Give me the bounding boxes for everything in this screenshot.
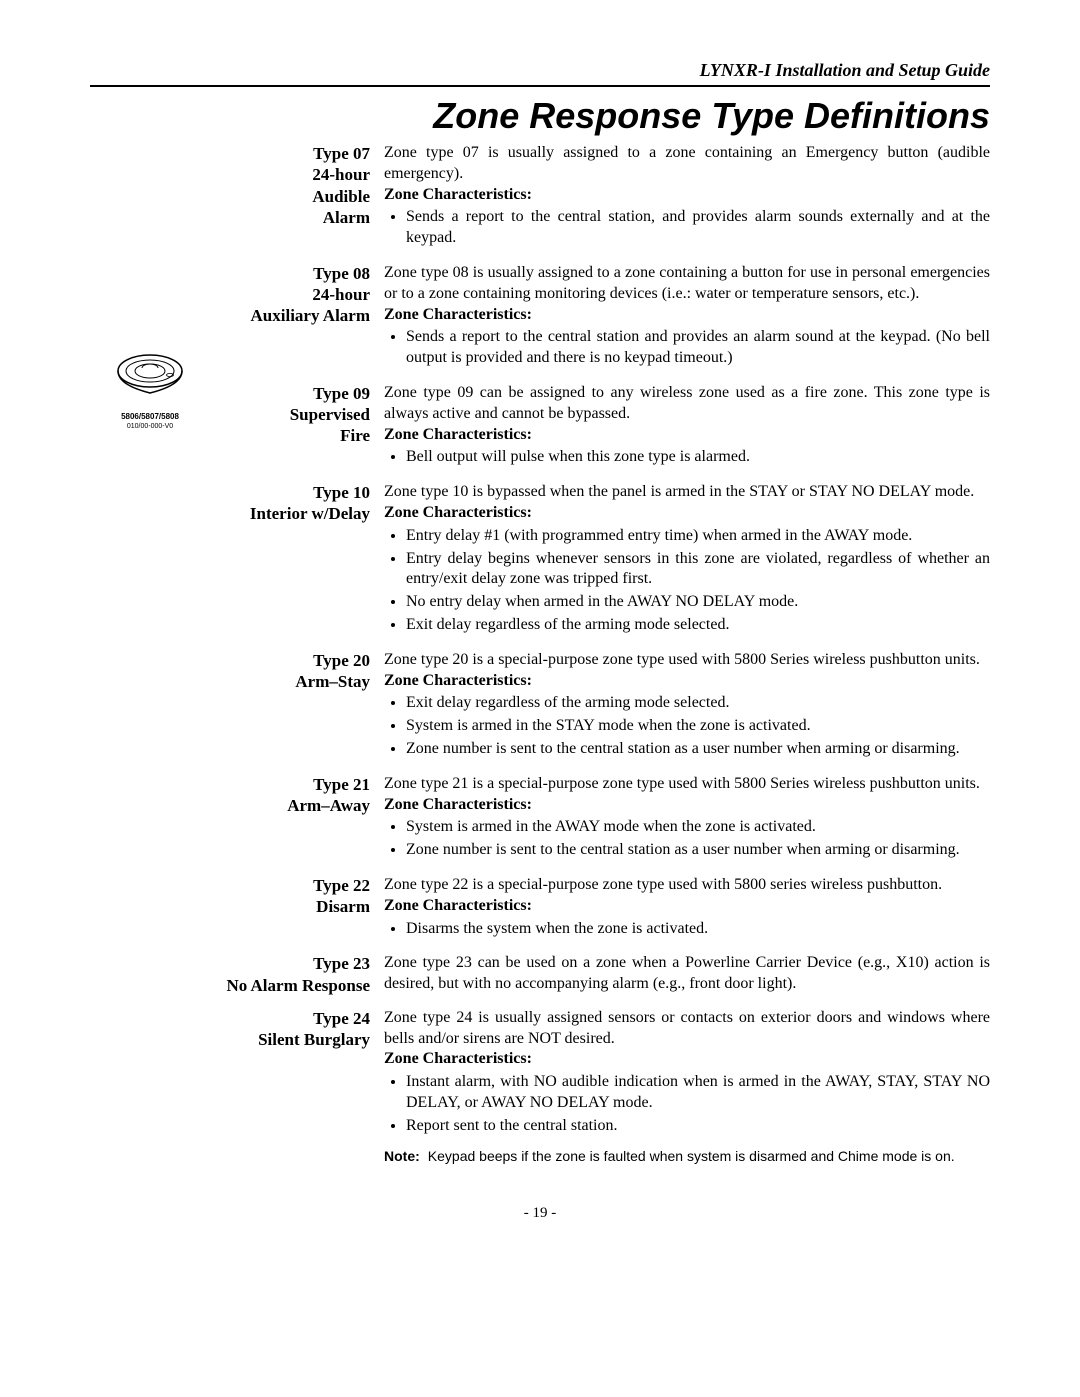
zone-characteristics-item: System is armed in the STAY mode when th… xyxy=(406,716,990,737)
zone-intro-text: Zone type 08 is usually assigned to a zo… xyxy=(384,263,990,305)
zone-characteristics-item: Bell output will pulse when this zone ty… xyxy=(406,447,990,468)
note-label: Note: xyxy=(384,1147,428,1165)
zone-intro-text: Zone type 23 can be used on a zone when … xyxy=(384,953,990,995)
zone-type-body: Zone type 24 is usually assigned sensors… xyxy=(384,1008,990,1165)
zone-characteristics-heading: Zone Characteristics: xyxy=(384,503,990,524)
zone-type-body: Zone type 21 is a special-purpose zone t… xyxy=(384,774,990,863)
zone-type-section: Type 09SupervisedFireZone type 09 can be… xyxy=(210,383,990,470)
zone-type-label: Type 10Interior w/Delay xyxy=(210,482,384,525)
zone-characteristics-heading: Zone Characteristics: xyxy=(384,1049,990,1070)
zone-type-section: Type 0824-hourAuxiliary AlarmZone type 0… xyxy=(210,263,990,371)
zone-intro-text: Zone type 22 is a special-purpose zone t… xyxy=(384,875,990,896)
zone-type-section: Type 21Arm–AwayZone type 21 is a special… xyxy=(210,774,990,863)
zone-characteristics-heading: Zone Characteristics: xyxy=(384,305,990,326)
zone-intro-text: Zone type 20 is a special-purpose zone t… xyxy=(384,650,990,671)
page-title: Zone Response Type Definitions xyxy=(90,95,990,137)
zone-type-body: Zone type 07 is usually assigned to a zo… xyxy=(384,143,990,251)
zone-type-body: Zone type 09 can be assigned to any wire… xyxy=(384,383,990,470)
zone-type-body: Zone type 23 can be used on a zone when … xyxy=(384,953,990,995)
zone-characteristics-heading: Zone Characteristics: xyxy=(384,795,990,816)
zone-type-label: Type 23No Alarm Response xyxy=(210,953,384,996)
zone-characteristics-item: No entry delay when armed in the AWAY NO… xyxy=(406,592,990,613)
zone-characteristics-list: System is armed in the AWAY mode when th… xyxy=(384,817,990,861)
zone-type-label: Type 22Disarm xyxy=(210,875,384,918)
zone-characteristics-list: Exit delay regardless of the arming mode… xyxy=(384,693,990,759)
sections-column: Type 0724-hourAudibleAlarmZone type 07 i… xyxy=(210,143,990,1177)
zone-characteristics-list: Disarms the system when the zone is acti… xyxy=(384,919,990,940)
note-text: Keypad beeps if the zone is faulted when… xyxy=(428,1147,990,1165)
zone-intro-text: Zone type 21 is a special-purpose zone t… xyxy=(384,774,990,795)
zone-intro-text: Zone type 09 can be assigned to any wire… xyxy=(384,383,990,425)
zone-type-section: Type 24Silent BurglaryZone type 24 is us… xyxy=(210,1008,990,1165)
zone-type-section: Type 23No Alarm ResponseZone type 23 can… xyxy=(210,953,990,996)
zone-type-label: Type 24Silent Burglary xyxy=(210,1008,384,1051)
content-area: 5806/5807/5808 010/00-000-V0 Type 0724-h… xyxy=(90,143,990,1177)
zone-characteristics-item: Entry delay #1 (with programmed entry ti… xyxy=(406,526,990,547)
zone-characteristics-list: Sends a report to the central station an… xyxy=(384,327,990,369)
zone-characteristics-item: Exit delay regardless of the arming mode… xyxy=(406,693,990,714)
zone-type-body: Zone type 10 is bypassed when the panel … xyxy=(384,482,990,638)
zone-characteristics-heading: Zone Characteristics: xyxy=(384,425,990,446)
zone-characteristics-item: Entry delay begins whenever sensors in t… xyxy=(406,549,990,591)
zone-characteristics-heading: Zone Characteristics: xyxy=(384,671,990,692)
zone-characteristics-item: Report sent to the central station. xyxy=(406,1116,990,1137)
zone-type-label: Type 0724-hourAudibleAlarm xyxy=(210,143,384,228)
zone-characteristics-item: Zone number is sent to the central stati… xyxy=(406,840,990,861)
zone-characteristics-item: Disarms the system when the zone is acti… xyxy=(406,919,990,940)
zone-type-section: Type 22DisarmZone type 22 is a special-p… xyxy=(210,875,990,941)
zone-characteristics-list: Bell output will pulse when this zone ty… xyxy=(384,447,990,468)
zone-intro-text: Zone type 10 is bypassed when the panel … xyxy=(384,482,990,503)
zone-type-body: Zone type 20 is a special-purpose zone t… xyxy=(384,650,990,762)
zone-type-section: Type 0724-hourAudibleAlarmZone type 07 i… xyxy=(210,143,990,251)
zone-note: Note:Keypad beeps if the zone is faulted… xyxy=(384,1147,990,1165)
zone-characteristics-heading: Zone Characteristics: xyxy=(384,185,990,206)
zone-characteristics-list: Instant alarm, with NO audible indicatio… xyxy=(384,1072,990,1136)
running-header: LYNXR-I Installation and Setup Guide xyxy=(90,60,990,87)
page-number: - 19 - xyxy=(90,1205,990,1222)
zone-characteristics-item: Exit delay regardless of the arming mode… xyxy=(406,615,990,636)
zone-type-label: Type 20Arm–Stay xyxy=(210,650,384,693)
zone-type-label: Type 21Arm–Away xyxy=(210,774,384,817)
zone-characteristics-heading: Zone Characteristics: xyxy=(384,896,990,917)
zone-characteristics-list: Entry delay #1 (with programmed entry ti… xyxy=(384,526,990,636)
zone-type-body: Zone type 08 is usually assigned to a zo… xyxy=(384,263,990,371)
zone-characteristics-list: Sends a report to the central station, a… xyxy=(384,207,990,249)
zone-intro-text: Zone type 07 is usually assigned to a zo… xyxy=(384,143,990,185)
margin-icon-caption: 5806/5807/5808 xyxy=(90,412,210,421)
zone-type-section: Type 20Arm–StayZone type 20 is a special… xyxy=(210,650,990,762)
zone-characteristics-item: Instant alarm, with NO audible indicatio… xyxy=(406,1072,990,1114)
smoke-detector-icon xyxy=(115,353,185,403)
margin-column: 5806/5807/5808 010/00-000-V0 xyxy=(90,143,210,430)
zone-type-section: Type 10Interior w/DelayZone type 10 is b… xyxy=(210,482,990,638)
zone-type-label: Type 0824-hourAuxiliary Alarm xyxy=(210,263,384,327)
zone-characteristics-item: Sends a report to the central station, a… xyxy=(406,207,990,249)
zone-characteristics-item: System is armed in the AWAY mode when th… xyxy=(406,817,990,838)
zone-type-body: Zone type 22 is a special-purpose zone t… xyxy=(384,875,990,941)
zone-type-label: Type 09SupervisedFire xyxy=(210,383,384,447)
zone-characteristics-item: Sends a report to the central station an… xyxy=(406,327,990,369)
document-page: LYNXR-I Installation and Setup Guide Zon… xyxy=(0,0,1080,1262)
margin-icon-subcaption: 010/00-000-V0 xyxy=(90,423,210,430)
zone-characteristics-item: Zone number is sent to the central stati… xyxy=(406,739,990,760)
zone-intro-text: Zone type 24 is usually assigned sensors… xyxy=(384,1008,990,1050)
